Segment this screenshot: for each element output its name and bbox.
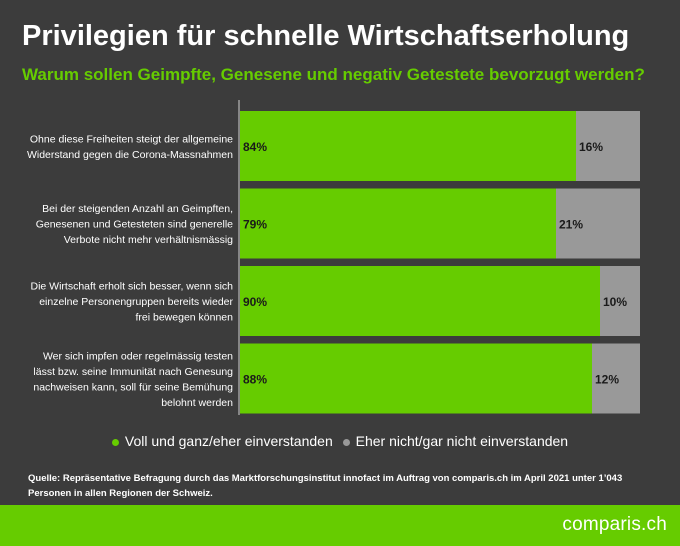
data-label-agree-4: 88% (243, 373, 267, 387)
legend-swatch-agree (111, 438, 119, 446)
legend: Voll und ganz/eher einverstanden Eher ni… (0, 433, 680, 449)
data-label-agree-2: 79% (243, 218, 267, 232)
source-note: Quelle: Repräsentative Befragung durch d… (28, 473, 623, 499)
bar-agree-4 (240, 343, 592, 414)
bar-disagree-1 (576, 111, 640, 181)
data-label-agree-1: 84% (243, 140, 267, 154)
category-label-1-line-2: Widerstand gegen die Corona-Massnahmen (27, 149, 233, 161)
legend-label-agree: Voll und ganz/eher einverstanden (124, 433, 333, 449)
data-label-disagree-3: 10% (603, 295, 627, 309)
bar-disagree-2 (556, 188, 640, 259)
category-label-3-line-3: frei bewegen können (136, 312, 234, 324)
data-label-disagree-4: 12% (595, 373, 619, 387)
bar-agree-3 (240, 266, 600, 336)
data-label-disagree-1: 16% (579, 140, 603, 154)
category-label-4-line-2: lässt bzw. seine Immunität nach Genesung (33, 366, 233, 378)
category-label-3-line-2: einzelne Personengruppen bereits wieder (39, 296, 233, 308)
data-label-disagree-2: 21% (559, 218, 583, 232)
bar-agree-2 (240, 188, 556, 259)
category-label-4-line-1: Wer sich impfen oder regelmässig testen (43, 350, 233, 362)
data-label-agree-3: 90% (243, 295, 267, 309)
category-label-1-line-1: Ohne diese Freiheiten steigt der allgeme… (30, 133, 233, 145)
bar-disagree-3 (600, 266, 640, 336)
bar-disagree-4 (592, 343, 640, 414)
legend-item-disagree: Eher nicht/gar nicht einverstanden (342, 433, 569, 449)
category-label-4-line-4: belohnt werden (161, 397, 233, 409)
chart-subtitle: Warum sollen Geimpfte, Genesene und nega… (22, 65, 645, 84)
category-label-2-line-2: Genesenen und Getesteten sind generelle (36, 219, 233, 231)
footer-bar: comparis.ch (0, 505, 680, 546)
chart-title: Privilegien für schnelle Wirtschaftserho… (22, 20, 630, 52)
brand-logo: comparis.ch (562, 514, 667, 535)
legend-item-agree: Voll und ganz/eher einverstanden (111, 433, 333, 449)
category-label-2-line-1: Bei der steigenden Anzahl an Geimpften, (42, 203, 233, 215)
bar-chart: 84% 16% Ohne diese Freiheiten steigt der a… (27, 100, 640, 415)
category-label-3-line-1: Die Wirtschaft erholt sich besser, wenn … (31, 281, 234, 293)
category-label-4-line-3: nachweisen kann, soll für seine Bemühung (33, 381, 233, 393)
legend-label-disagree: Eher nicht/gar nicht einverstanden (355, 433, 569, 449)
legend-swatch-disagree (342, 438, 350, 446)
bar-agree-1 (240, 111, 576, 181)
category-label-2-line-3: Verbote nicht mehr verhältnismässig (64, 234, 233, 246)
